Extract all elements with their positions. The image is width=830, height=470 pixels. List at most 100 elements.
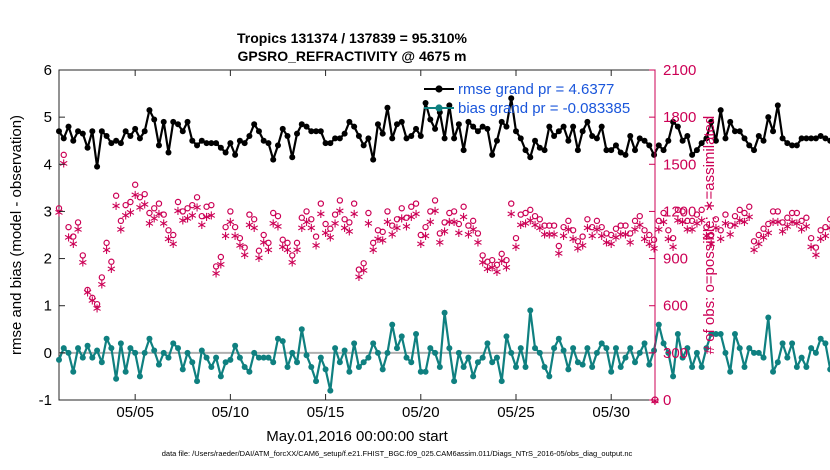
possible-obs-point: [760, 225, 767, 232]
possible-obs-point: [807, 234, 815, 242]
rmse-point: [379, 130, 386, 137]
rmse-point: [208, 140, 215, 147]
possible-obs-point: [350, 200, 358, 207]
bias-point: [332, 345, 339, 352]
bias-point: [251, 349, 258, 356]
y-right-tick-label: 300: [663, 345, 688, 362]
rmse-point: [589, 133, 596, 139]
rmse-point: [693, 147, 700, 154]
rmse-point: [765, 114, 772, 121]
possible-obs-point: [522, 209, 529, 217]
possible-obs-point: [508, 200, 515, 207]
bias-point: [803, 364, 810, 370]
rmse-point: [489, 151, 496, 158]
bias-point: [484, 340, 491, 347]
assimilated-obs-point: ∗: [810, 248, 821, 263]
rmse-point: [351, 123, 358, 130]
bias-line: [57, 309, 830, 392]
assimilated-obs-point: ∗: [739, 215, 750, 230]
possible-obs-point: [308, 216, 315, 223]
rmse-point: [370, 156, 377, 163]
bias-point: [175, 345, 182, 352]
possible-obs-point: [336, 197, 344, 204]
assimilated-obs-point: ∗: [325, 231, 336, 246]
bias-point: [593, 349, 600, 356]
assimilated-obs-point: ∗: [139, 198, 150, 213]
rmse-point: [508, 95, 515, 102]
assimilated-obs-point: ∗: [568, 232, 579, 247]
assimilated-obs-point: ∗: [87, 293, 98, 308]
rmse-point: [417, 133, 424, 139]
axes-ticks: 05/05 05/10 05/15 05/20 05/25 05/30-101234560…: [39, 62, 697, 421]
possible-obs-point: [455, 220, 463, 228]
rmse-point: [755, 133, 762, 139]
assimilated-obs-point: ∗: [301, 215, 312, 230]
possible-obs-point: [650, 236, 658, 243]
assimilated-obs-point: ∗: [606, 237, 617, 252]
rmse-point: [327, 140, 334, 147]
bias-point: [322, 366, 329, 373]
rmse-point: [460, 147, 467, 154]
possible-obs-point: [303, 208, 310, 215]
possible-obs-point: [531, 212, 539, 220]
assimilated-obs-point: ∗: [615, 227, 626, 242]
rmse-point: [451, 135, 458, 142]
rmse-point: [632, 147, 639, 154]
assimilated-obs-point: ∗: [691, 216, 702, 231]
possible-obs-point: [55, 205, 63, 212]
bias-point: [817, 335, 824, 342]
bias-point: [470, 373, 477, 380]
assimilated-obs-point: ∗: [149, 212, 160, 227]
possible-obs-point: [222, 223, 229, 231]
rmse-point: [232, 151, 239, 158]
rmse-point: [260, 137, 267, 144]
assimilated-obs-point: ∗: [396, 212, 407, 227]
assimilated-obs-point: ∗: [553, 246, 564, 261]
possible-obs-point: [170, 231, 177, 239]
possible-obs-point: [151, 205, 158, 212]
rmse-point: [465, 118, 472, 125]
assimilated-obs-point: ∗: [158, 216, 169, 231]
legend-bias-marker: [435, 104, 443, 112]
rmse-point: [184, 118, 191, 125]
possible-obs-point: [260, 231, 267, 239]
bias-point: [189, 359, 196, 366]
assimilated-obs-point: ∗: [653, 223, 664, 238]
y-left-tick-label: 5: [44, 109, 52, 126]
possible-obs-point: [574, 238, 582, 245]
bias-point: [522, 364, 529, 370]
assimilated-obs-point: ∗: [287, 256, 298, 271]
assimilated-obs-point: ∗: [468, 223, 479, 238]
possible-obs-point: [493, 261, 501, 269]
assimilated-obs-point: ∗: [730, 218, 741, 233]
possible-obs-point: [217, 253, 225, 261]
assimilated-obs-point: ∗: [144, 216, 155, 231]
bias-point: [146, 335, 153, 342]
assimilated-obs-point: ∗: [444, 215, 455, 230]
rmse-point: [622, 151, 629, 158]
possible-obs-point: [636, 212, 643, 220]
assimilated-obs-point: ∗: [430, 204, 441, 219]
rmse-point: [322, 140, 329, 147]
x-tick-label: 05/20: [402, 404, 440, 421]
bias-point: [103, 335, 110, 342]
possible-obs-point: [450, 208, 458, 215]
bias-point: [184, 349, 191, 356]
bias-point: [313, 378, 320, 385]
assimilated-obs-point: ∗: [215, 257, 226, 272]
rmse-point: [574, 147, 581, 154]
bias-point: [308, 364, 315, 370]
possible-obs-point: [631, 217, 639, 225]
bias-point: [122, 368, 129, 375]
bias-point: [75, 345, 82, 352]
possible-obs-point: [189, 201, 196, 209]
rmse-point: [103, 133, 110, 139]
rmse-point: [698, 140, 705, 147]
possible-obs-point: [122, 201, 129, 209]
possible-obs-point: [588, 223, 596, 231]
possible-obs-point: [646, 231, 653, 239]
bias-point: [646, 361, 653, 368]
possible-obs-point: [231, 223, 239, 231]
rmse-point: [789, 142, 796, 149]
rmse-point: [784, 140, 791, 147]
